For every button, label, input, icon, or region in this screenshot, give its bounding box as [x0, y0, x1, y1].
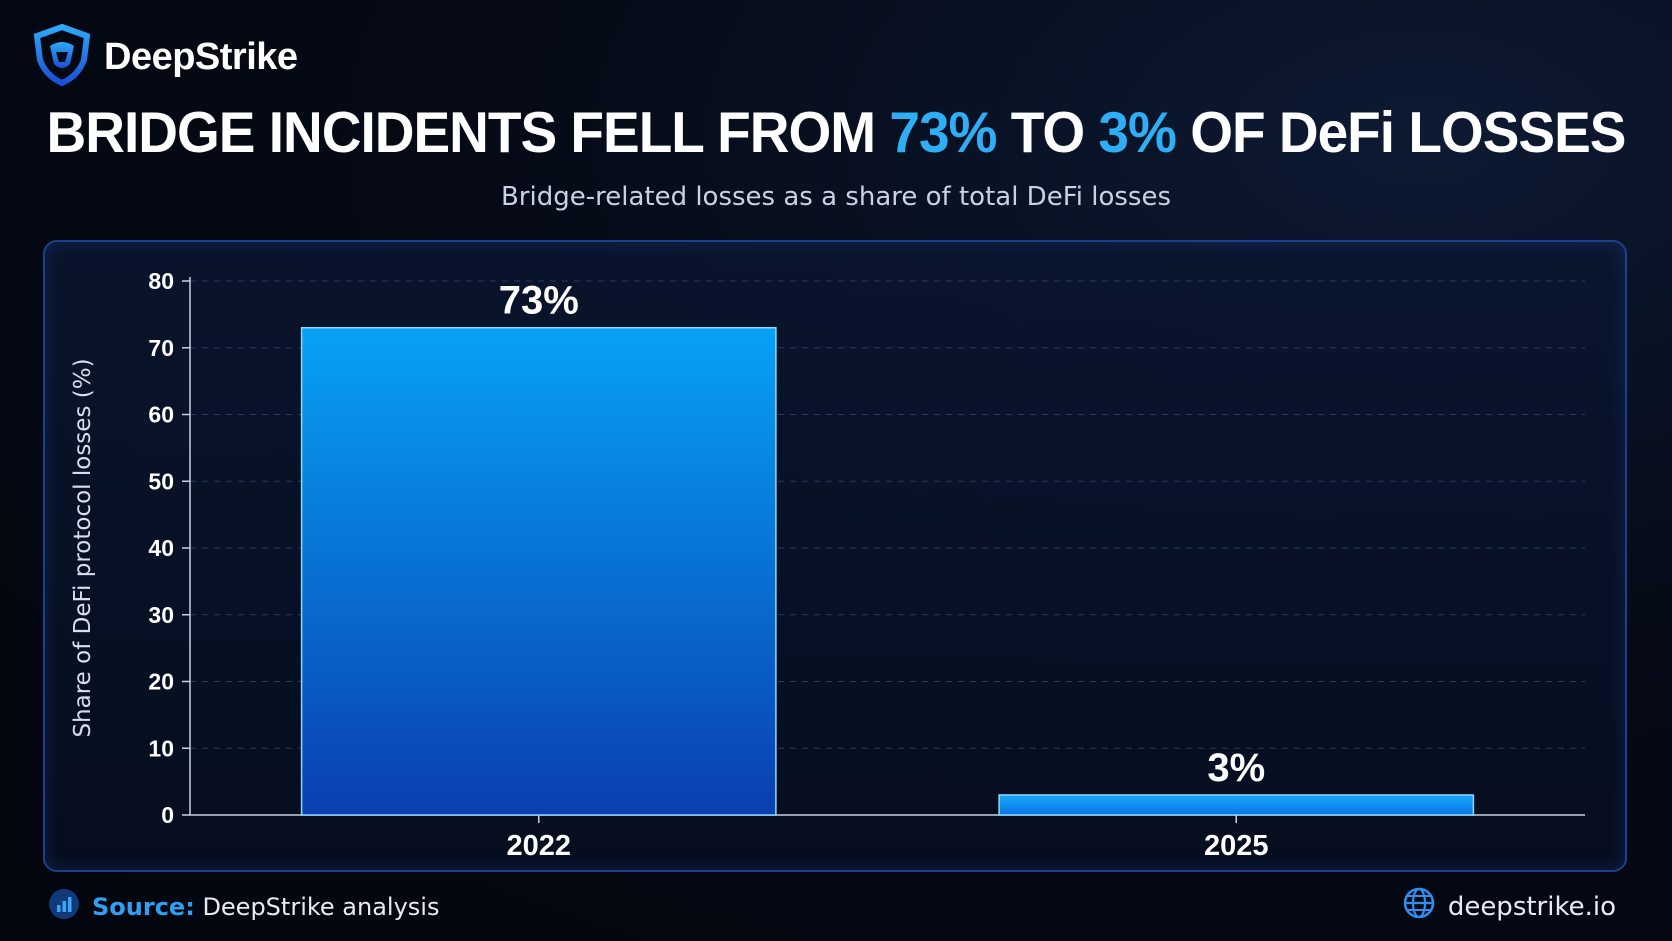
source-key: Source: [92, 893, 195, 921]
globe-icon [1402, 886, 1436, 927]
source-note: Source: DeepStrike analysis [48, 888, 439, 926]
headline-part3: OF DeFi LOSSES [1175, 99, 1626, 165]
y-tick-label: 20 [148, 669, 174, 695]
brand-name: DeepStrike [104, 35, 298, 78]
y-tick-label: 80 [148, 268, 174, 294]
data-label: 73% [499, 279, 579, 323]
y-axis-label: Share of DeFi protocol losses (%) [70, 358, 96, 738]
headline-part1: BRIDGE INCIDENTS FELL FROM [46, 99, 890, 165]
bar-2025 [998, 794, 1475, 816]
y-tick-label: 30 [148, 602, 174, 628]
source-value: DeepStrike analysis [202, 893, 440, 921]
y-tick-label: 0 [161, 802, 174, 828]
headline: BRIDGE INCIDENTS FELL FROM 73% TO 3% OF … [0, 98, 1672, 165]
headline-value2: 3% [1098, 99, 1176, 165]
website-link[interactable]: deepstrike.io [1402, 886, 1616, 927]
headline-value1: 73% [889, 99, 997, 165]
subtitle: Bridge-related losses as a share of tota… [500, 182, 1172, 212]
x-tick-label: 2025 [1204, 830, 1269, 862]
x-tick-label: 2022 [506, 830, 571, 862]
data-label: 3% [1207, 746, 1265, 790]
website-text: deepstrike.io [1447, 891, 1616, 922]
bar-2022 [300, 326, 777, 816]
bar-chart-icon [48, 888, 80, 926]
y-tick-label: 60 [148, 402, 174, 428]
y-tick-label: 70 [148, 335, 174, 361]
shield-logo-icon [32, 23, 92, 90]
brand: DeepStrike [32, 23, 298, 90]
y-tick-label: 50 [148, 468, 174, 494]
headline-part2: TO [996, 99, 1099, 165]
y-tick-label: 40 [148, 535, 174, 561]
y-tick-label: 10 [148, 735, 174, 761]
